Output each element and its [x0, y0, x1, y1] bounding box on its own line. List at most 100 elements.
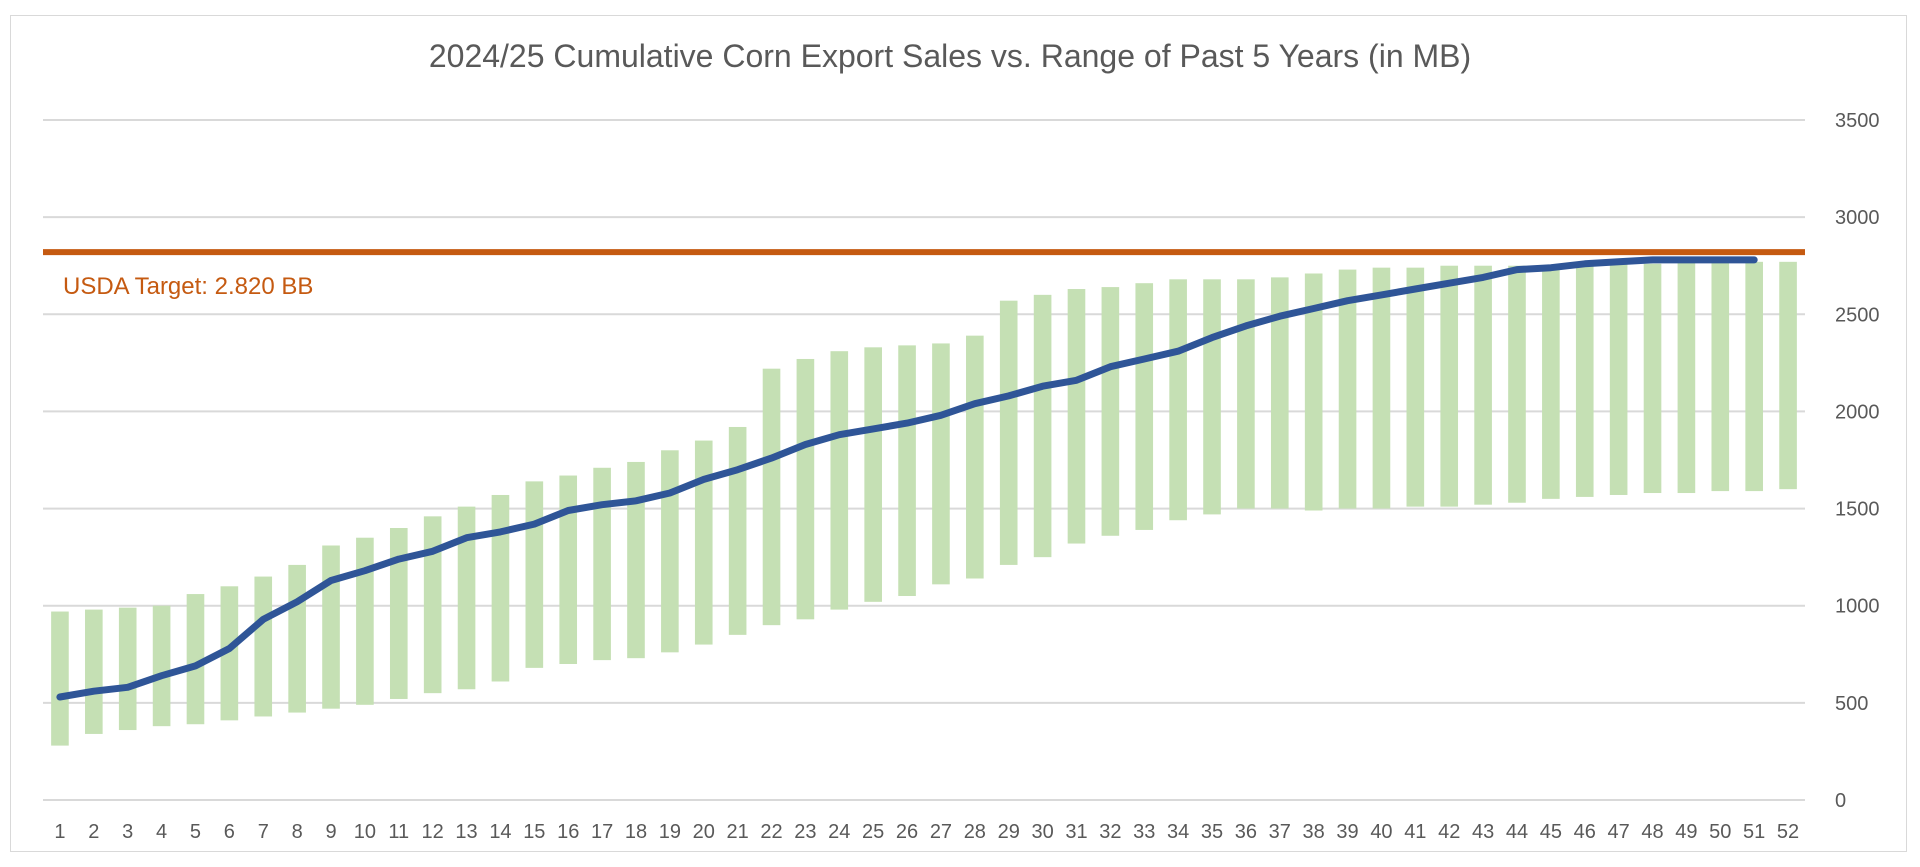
- range-bar-7: [254, 576, 273, 717]
- current-year-line: [56, 256, 1758, 701]
- x-tick-label: 48: [1641, 821, 1663, 843]
- range-bar-43: [1474, 265, 1492, 505]
- range-bar-27: [932, 343, 950, 585]
- y-tick-label: 3500: [1835, 110, 1880, 132]
- range-bar-22: [762, 368, 781, 626]
- x-tick-label: 13: [455, 821, 477, 843]
- range-bar-20: [694, 440, 713, 645]
- x-tick-label: 14: [489, 821, 511, 843]
- range-bar-6: [220, 586, 239, 721]
- range-bar-11: [389, 528, 408, 699]
- y-tick-label: 500: [1835, 693, 1868, 715]
- chart-title: 2024/25 Cumulative Corn Export Sales vs.…: [428, 38, 1472, 74]
- x-tick-label: 33: [1133, 821, 1155, 843]
- x-tick-label: 6: [224, 821, 235, 843]
- x-tick-label: 9: [325, 821, 336, 843]
- range-bar-37: [1270, 277, 1289, 509]
- range-bar-38: [1304, 273, 1323, 511]
- x-tick-label: 5: [190, 821, 201, 843]
- range-bar-10: [356, 537, 374, 705]
- y-tick-label: 1000: [1835, 596, 1880, 618]
- x-tick-label: 25: [862, 821, 884, 843]
- range-bar-28: [966, 335, 984, 579]
- range-bar-14: [491, 494, 510, 682]
- range-bar-8: [288, 564, 306, 713]
- x-tick-label: 2: [88, 821, 99, 843]
- x-tick-label: 3: [122, 821, 133, 843]
- x-tick-label: 42: [1438, 821, 1460, 843]
- range-bar-47: [1609, 263, 1628, 495]
- range-bar-42: [1440, 265, 1459, 507]
- range-bar-9: [322, 545, 340, 709]
- y-tick-label: 0: [1835, 790, 1846, 812]
- x-tick-label: 16: [557, 821, 579, 843]
- range-bar-45: [1542, 265, 1560, 499]
- range-bar-40: [1372, 267, 1391, 509]
- x-tick-label: 19: [659, 821, 681, 843]
- range-bar-18: [627, 461, 645, 659]
- range-bar-33: [1135, 283, 1154, 530]
- range-bar-44: [1508, 265, 1526, 503]
- x-tick-label: 15: [523, 821, 545, 843]
- x-tick-label: 7: [258, 821, 269, 843]
- x-tick-label: 47: [1608, 821, 1630, 843]
- target-group: USDA Target: 2.820 BB: [43, 249, 1805, 300]
- x-tick-label: 49: [1675, 821, 1697, 843]
- range-bar-32: [1101, 287, 1120, 536]
- y-tick-label: 1500: [1835, 499, 1880, 521]
- x-tick-label: 12: [422, 821, 444, 843]
- x-tick-label: 51: [1743, 821, 1765, 843]
- range-bar-36: [1237, 279, 1255, 509]
- range-bar-48: [1643, 263, 1662, 494]
- range-bars: [51, 261, 1797, 746]
- x-tick-label: 46: [1574, 821, 1596, 843]
- x-tick-label: 27: [930, 821, 952, 843]
- x-tick-label: 41: [1404, 821, 1426, 843]
- x-tick-label: 36: [1235, 821, 1257, 843]
- x-tick-label: 34: [1167, 821, 1189, 843]
- x-tick-label: 32: [1099, 821, 1121, 843]
- x-tick-label: 40: [1370, 821, 1392, 843]
- range-bar-16: [559, 475, 578, 664]
- x-tick-label: 23: [794, 821, 816, 843]
- range-bar-51: [1745, 261, 1763, 492]
- x-tick-label: 39: [1336, 821, 1358, 843]
- range-bar-21: [728, 426, 747, 635]
- range-bar-31: [1067, 289, 1086, 544]
- range-bar-35: [1203, 279, 1221, 515]
- gridlines: [43, 119, 1805, 801]
- x-tick-label: 18: [625, 821, 647, 843]
- x-tick-label: 45: [1540, 821, 1562, 843]
- range-bar-30: [1033, 294, 1052, 558]
- range-bar-50: [1711, 261, 1730, 492]
- range-bar-1: [51, 611, 69, 746]
- range-bar-19: [661, 450, 679, 653]
- range-bar-5: [186, 594, 205, 725]
- range-bar-17: [593, 467, 611, 661]
- y-tick-label: 3000: [1835, 207, 1880, 229]
- range-bar-24: [830, 351, 849, 610]
- range-bar-3: [118, 607, 137, 731]
- range-bar-29: [999, 300, 1018, 565]
- range-bar-15: [525, 481, 544, 668]
- x-tick-label: 22: [760, 821, 782, 843]
- x-tick-label: 52: [1777, 821, 1799, 843]
- range-bar-49: [1677, 261, 1696, 494]
- current-series: [56, 256, 1758, 701]
- range-bar-52: [1779, 261, 1797, 490]
- range-bar-12: [423, 516, 442, 694]
- range-bar-34: [1169, 279, 1187, 521]
- x-tick-label: 8: [292, 821, 303, 843]
- x-tick-label: 37: [1269, 821, 1291, 843]
- x-tick-label: 20: [693, 821, 715, 843]
- x-tick-label: 35: [1201, 821, 1223, 843]
- x-tick-label: 21: [727, 821, 749, 843]
- x-tick-label: 30: [1031, 821, 1053, 843]
- x-tick-label: 1: [54, 821, 65, 843]
- range-bar-39: [1338, 269, 1357, 509]
- x-tick-label: 31: [1065, 821, 1087, 843]
- x-tick-label: 10: [354, 821, 376, 843]
- x-tick-label: 24: [828, 821, 850, 843]
- range-bar-4: [152, 605, 171, 727]
